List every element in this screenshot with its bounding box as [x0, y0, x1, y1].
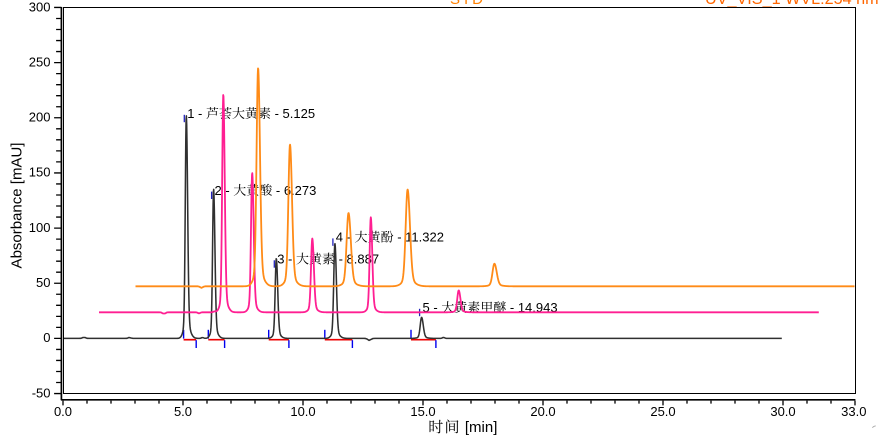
- svg-text:STD: STD: [450, 0, 485, 8]
- svg-text:5.0: 5.0: [174, 404, 192, 419]
- svg-text:250: 250: [29, 54, 51, 69]
- svg-text:[min]: [min]: [461, 419, 498, 436]
- svg-text:5 -: 5 -: [423, 300, 442, 315]
- svg-text:- 14.943: - 14.943: [506, 300, 557, 315]
- svg-text:25.0: 25.0: [650, 404, 675, 419]
- svg-text:20.0: 20.0: [530, 404, 555, 419]
- svg-text:- 6.273: - 6.273: [272, 183, 316, 198]
- svg-text:0: 0: [43, 330, 50, 345]
- svg-text:50: 50: [36, 275, 50, 290]
- svg-text:Absorbance [mAU]: Absorbance [mAU]: [9, 143, 26, 269]
- svg-text:-50: -50: [32, 385, 51, 400]
- svg-text:200: 200: [29, 110, 51, 125]
- svg-text:1 -: 1 -: [187, 106, 206, 121]
- svg-text:- 11.322: - 11.322: [394, 230, 444, 245]
- svg-text:0.0: 0.0: [54, 404, 72, 419]
- svg-text:100: 100: [29, 220, 51, 235]
- svg-text:30.0: 30.0: [770, 404, 795, 419]
- svg-text:15.0: 15.0: [410, 404, 435, 419]
- svg-text:2 -: 2 -: [215, 183, 234, 198]
- svg-text:- 5.125: - 5.125: [271, 106, 315, 121]
- svg-text:10.0: 10.0: [290, 404, 315, 419]
- svg-text:UV_VIS_1 WVL:254 nm: UV_VIS_1 WVL:254 nm: [705, 0, 879, 8]
- svg-text:300: 300: [29, 0, 51, 14]
- svg-text:150: 150: [29, 165, 51, 180]
- svg-text:33.0: 33.0: [841, 404, 866, 419]
